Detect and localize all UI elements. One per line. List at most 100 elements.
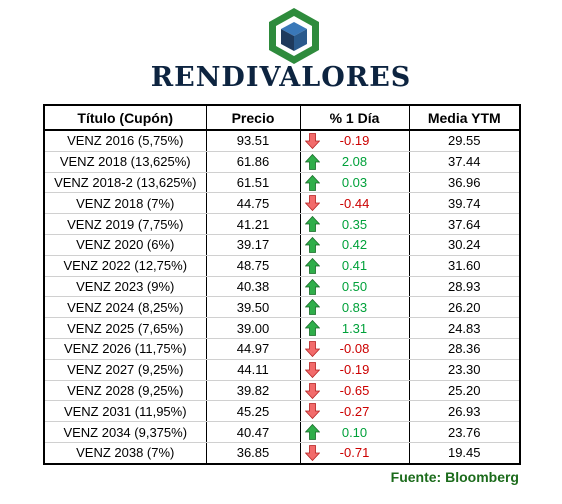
arrow-down-icon [304, 445, 320, 462]
bond-change-cell: 2.08 [299, 151, 410, 173]
bond-price: 39.82 [205, 380, 301, 402]
bond-change-cell: -0.27 [299, 400, 410, 423]
bond-change-value: 1.31 [341, 320, 368, 336]
bond-price: 45.25 [205, 400, 301, 423]
table-row: VENZ 2023 (9%) 40.38 0.50 28.93 [43, 276, 521, 298]
bond-change-value: -0.19 [339, 133, 370, 149]
bond-price: 41.21 [205, 213, 301, 235]
bond-ytm: 23.76 [408, 421, 521, 443]
bond-price: 44.11 [205, 359, 301, 381]
bond-title: VENZ 2018 (7%) [43, 192, 207, 215]
bond-ytm: 31.60 [408, 255, 521, 277]
bond-change-value: 0.50 [341, 278, 368, 294]
bond-ytm: 26.93 [408, 400, 521, 423]
arrow-up-icon [304, 278, 320, 295]
bond-change-cell: 0.42 [299, 234, 410, 256]
bond-change-value: 0.42 [341, 237, 368, 253]
header-price: Precio [205, 104, 301, 131]
table-row: VENZ 2034 (9,375%) 40.47 0.10 23.76 [43, 421, 521, 443]
bond-change-cell: -0.44 [299, 192, 410, 215]
bond-change-value: -0.27 [339, 403, 370, 419]
bond-title: VENZ 2018-2 (13,625%) [43, 172, 207, 194]
arrow-up-icon [304, 299, 320, 316]
table-row: VENZ 2018 (13,625%) 61.86 2.08 37.44 [43, 151, 521, 173]
table-header-row: Título (Cupón) Precio % 1 Día Media YTM [43, 104, 521, 131]
arrow-up-icon [304, 257, 320, 274]
bond-ytm: 30.24 [408, 234, 521, 256]
bond-title: VENZ 2038 (7%) [43, 442, 207, 465]
arrow-up-icon [304, 236, 320, 253]
bond-ytm: 39.74 [408, 192, 521, 215]
bond-ytm: 24.83 [408, 317, 521, 339]
bond-ytm: 25.20 [408, 380, 521, 402]
bond-ytm: 23.30 [408, 359, 521, 381]
bond-change-value: -0.65 [339, 382, 370, 398]
bond-price: 39.17 [205, 234, 301, 256]
table-row: VENZ 2018-2 (13,625%) 61.51 0.03 36.96 [43, 172, 521, 194]
bond-price: 93.51 [205, 130, 301, 152]
bond-ytm: 26.20 [408, 296, 521, 319]
bond-change-cell: 0.03 [299, 172, 410, 194]
table-row: VENZ 2016 (5,75%) 93.51 -0.19 29.55 [43, 130, 521, 152]
bond-change-value: 2.08 [341, 154, 368, 170]
table-row: VENZ 2018 (7%) 44.75 -0.44 39.74 [43, 192, 521, 215]
arrow-down-icon [304, 341, 320, 358]
bond-price: 40.47 [205, 421, 301, 443]
arrow-up-icon [304, 320, 320, 337]
table-row: VENZ 2025 (7,65%) 39.00 1.31 24.83 [43, 317, 521, 339]
bond-price: 39.00 [205, 317, 301, 339]
bond-change-cell: 0.10 [299, 421, 410, 443]
source-note: Fuente: Bloomberg [390, 469, 519, 485]
bond-title: VENZ 2022 (12,75%) [43, 255, 207, 277]
bond-title: VENZ 2027 (9,25%) [43, 359, 207, 381]
bond-change-value: -0.44 [339, 195, 370, 211]
bond-title: VENZ 2024 (8,25%) [43, 296, 207, 319]
bond-change-cell: 0.35 [299, 213, 410, 235]
bond-change-value: 0.35 [341, 216, 368, 232]
table-row: VENZ 2020 (6%) 39.17 0.42 30.24 [43, 234, 521, 256]
table-row: VENZ 2022 (12,75%) 48.75 0.41 31.60 [43, 255, 521, 277]
bond-price: 44.75 [205, 192, 301, 215]
bond-ytm: 29.55 [408, 130, 521, 152]
bond-ytm: 36.96 [408, 172, 521, 194]
arrow-down-icon [304, 133, 320, 150]
bond-change-value: -0.19 [339, 362, 370, 378]
bond-ytm: 37.44 [408, 151, 521, 173]
bond-ytm: 28.36 [408, 338, 521, 360]
bond-rates-table: Título (Cupón) Precio % 1 Día Media YTM … [43, 104, 521, 465]
bond-ytm: 28.93 [408, 276, 521, 298]
bond-price: 48.75 [205, 255, 301, 277]
arrow-down-icon [304, 361, 320, 378]
arrow-up-icon [304, 153, 320, 170]
bond-price: 39.50 [205, 296, 301, 319]
arrow-up-icon [304, 424, 320, 441]
header-title: Título (Cupón) [43, 104, 207, 131]
bond-change-cell: -0.65 [299, 380, 410, 402]
bond-change-cell: -0.71 [299, 442, 410, 465]
bond-ytm: 37.64 [408, 213, 521, 235]
bond-change-cell: 0.50 [299, 276, 410, 298]
bond-change-cell: 1.31 [299, 317, 410, 339]
bond-ytm: 19.45 [408, 442, 521, 465]
header-change: % 1 Día [299, 104, 410, 131]
bond-price: 61.51 [205, 172, 301, 194]
bond-price: 36.85 [205, 442, 301, 465]
bond-title: VENZ 2018 (13,625%) [43, 151, 207, 173]
bond-title: VENZ 2023 (9%) [43, 276, 207, 298]
arrow-up-icon [304, 216, 320, 233]
table-row: VENZ 2026 (11,75%) 44.97 -0.08 28.36 [43, 338, 521, 360]
bond-change-value: 0.03 [341, 174, 368, 190]
rendivalores-logo-icon [269, 8, 319, 64]
bond-change-cell: 0.41 [299, 255, 410, 277]
table-row: VENZ 2028 (9,25%) 39.82 -0.65 25.20 [43, 380, 521, 402]
bond-change-cell: -0.19 [299, 359, 410, 381]
bond-change-value: -0.71 [339, 445, 370, 461]
bond-price: 40.38 [205, 276, 301, 298]
arrow-down-icon [304, 403, 320, 420]
bond-title: VENZ 2016 (5,75%) [43, 130, 207, 152]
arrow-up-icon [304, 174, 320, 191]
table-row: VENZ 2019 (7,75%) 41.21 0.35 37.64 [43, 213, 521, 235]
table-row: VENZ 2024 (8,25%) 39.50 0.83 26.20 [43, 296, 521, 319]
arrow-down-icon [304, 195, 320, 212]
table-row: VENZ 2031 (11,95%) 45.25 -0.27 26.93 [43, 400, 521, 423]
